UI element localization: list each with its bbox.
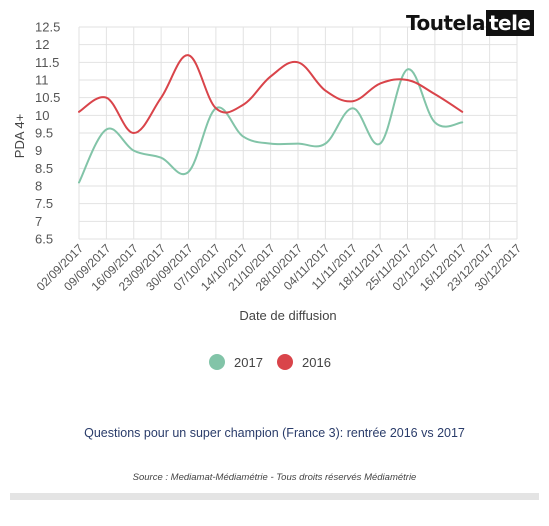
data-point-2016[interactable] (77, 110, 81, 114)
y-tick-label: 11 (35, 73, 49, 88)
data-point-2017[interactable] (268, 141, 272, 145)
bottom-divider (10, 493, 539, 500)
data-point-2016[interactable] (214, 106, 218, 110)
source-note: Source : Mediamat-Médiamétrie - Tous dro… (132, 472, 417, 483)
data-point-2017[interactable] (132, 148, 136, 152)
legend-item-2017[interactable]: 2017 (209, 354, 263, 370)
data-point-2017[interactable] (159, 156, 163, 160)
data-point-2017[interactable] (460, 120, 464, 124)
y-tick-label: 9.5 (35, 126, 53, 141)
y-tick-label: 7 (35, 214, 42, 229)
legend-label-2016: 2016 (302, 355, 331, 370)
y-tick-label: 10.5 (35, 90, 60, 105)
data-point-2016[interactable] (378, 81, 382, 85)
y-tick-label: 7.5 (35, 196, 53, 211)
data-point-2017[interactable] (241, 134, 245, 138)
data-point-2016[interactable] (159, 95, 163, 99)
data-point-2017[interactable] (186, 170, 190, 174)
data-point-2016[interactable] (132, 131, 136, 135)
data-point-2016[interactable] (104, 95, 108, 99)
data-point-2017[interactable] (351, 106, 355, 110)
grid (78, 26, 518, 240)
y-tick-label: 11.5 (35, 55, 59, 70)
legend-marker-2017 (209, 354, 225, 370)
y-axis-ticks: 6.5 7 7.5 8 8.5 9 9.5 10 10.5 11 11.5 12 12.5 (35, 20, 60, 247)
data-point-2016[interactable] (460, 110, 464, 114)
data-point-2016[interactable] (351, 99, 355, 103)
data-point-2016[interactable] (405, 78, 409, 82)
legend-item-2016[interactable]: 2016 (277, 354, 331, 370)
legend-label-2017: 2017 (234, 355, 263, 370)
data-point-2017[interactable] (378, 141, 382, 145)
data-point-2017[interactable] (296, 141, 300, 145)
y-tick-label: 8 (35, 179, 42, 194)
y-tick-label: 9 (35, 143, 42, 158)
chart-subtitle: Questions pour un super champion (France… (84, 426, 465, 440)
data-point-2016[interactable] (323, 88, 327, 92)
y-tick-label: 6.5 (35, 232, 53, 247)
data-point-2016[interactable] (433, 92, 437, 96)
logo-text-main: Toutela (406, 11, 485, 35)
series-lines (77, 53, 464, 184)
data-point-2017[interactable] (433, 120, 437, 124)
x-axis-ticks: 02/09/201709/09/201716/09/201723/09/2017… (34, 241, 525, 294)
data-point-2017[interactable] (104, 127, 108, 131)
legend[interactable]: 2017 2016 (209, 354, 331, 370)
series-line-2016[interactable] (78, 54, 464, 134)
y-axis-title: PDA 4+ (12, 114, 27, 158)
toutelatele-logo: Toutela tele (406, 10, 534, 36)
y-tick-label: 10 (35, 108, 49, 123)
y-tick-label: 8.5 (35, 161, 53, 176)
data-point-2016[interactable] (186, 53, 190, 57)
data-point-2016[interactable] (296, 60, 300, 64)
data-point-2017[interactable] (323, 141, 327, 145)
data-point-2016[interactable] (268, 74, 272, 78)
data-point-2017[interactable] (77, 180, 81, 184)
data-point-2017[interactable] (405, 67, 409, 71)
logo-text-box: tele (485, 10, 534, 36)
y-tick-label: 12.5 (35, 20, 60, 35)
legend-marker-2016 (277, 354, 293, 370)
y-tick-label: 12 (35, 37, 49, 52)
x-axis-title: Date de diffusion (239, 308, 336, 323)
data-point-2016[interactable] (241, 103, 245, 107)
